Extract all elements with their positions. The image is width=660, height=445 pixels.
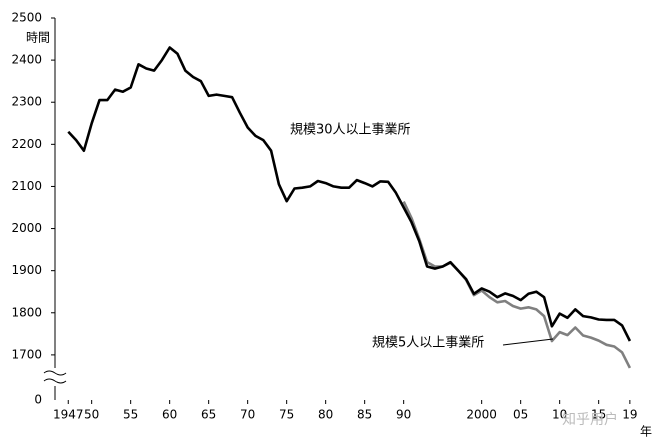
y-tick-label: 2200 bbox=[11, 137, 42, 151]
x-tick-label: 19 bbox=[622, 408, 637, 422]
x-tick-label: 05 bbox=[513, 408, 528, 422]
x-tick-label: 80 bbox=[318, 408, 333, 422]
x-tick-label: 1947 bbox=[53, 408, 84, 422]
y-tick-label: 2400 bbox=[11, 53, 42, 67]
series-label: 規模5人以上事業所 bbox=[372, 335, 484, 351]
x-tick-label: 70 bbox=[240, 408, 255, 422]
x-tick-label: 10 bbox=[552, 408, 567, 422]
y-tick-label: 2000 bbox=[11, 221, 42, 235]
x-tick-label: 75 bbox=[279, 408, 294, 422]
x-label: 年 bbox=[640, 425, 652, 439]
y-label: 時間 bbox=[26, 31, 50, 45]
axis-break bbox=[43, 370, 67, 384]
y-tick-label: 1700 bbox=[11, 347, 42, 361]
y-break-label: 0 bbox=[34, 393, 42, 407]
label-leader bbox=[502, 338, 554, 346]
series-line bbox=[67, 46, 632, 342]
y-tick-label: 1800 bbox=[11, 305, 42, 319]
x-tick-label: 2000 bbox=[466, 408, 497, 422]
y-tick-label: 2500 bbox=[11, 11, 42, 25]
watermark: 知乎用户 bbox=[562, 411, 618, 428]
x-tick-label: 85 bbox=[357, 408, 372, 422]
series-label: 規模30人以上事業所 bbox=[290, 122, 411, 138]
x-tick-label: 90 bbox=[396, 408, 411, 422]
x-tick-label: 50 bbox=[84, 408, 99, 422]
x-tick-label: 65 bbox=[201, 408, 216, 422]
y-tick-label: 2100 bbox=[11, 179, 42, 193]
x-tick-label: 15 bbox=[591, 408, 606, 422]
y-tick-label: 2300 bbox=[11, 95, 42, 109]
x-tick-label: 60 bbox=[162, 408, 177, 422]
y-tick-label: 1900 bbox=[11, 263, 42, 277]
x-tick-label: 55 bbox=[123, 408, 138, 422]
